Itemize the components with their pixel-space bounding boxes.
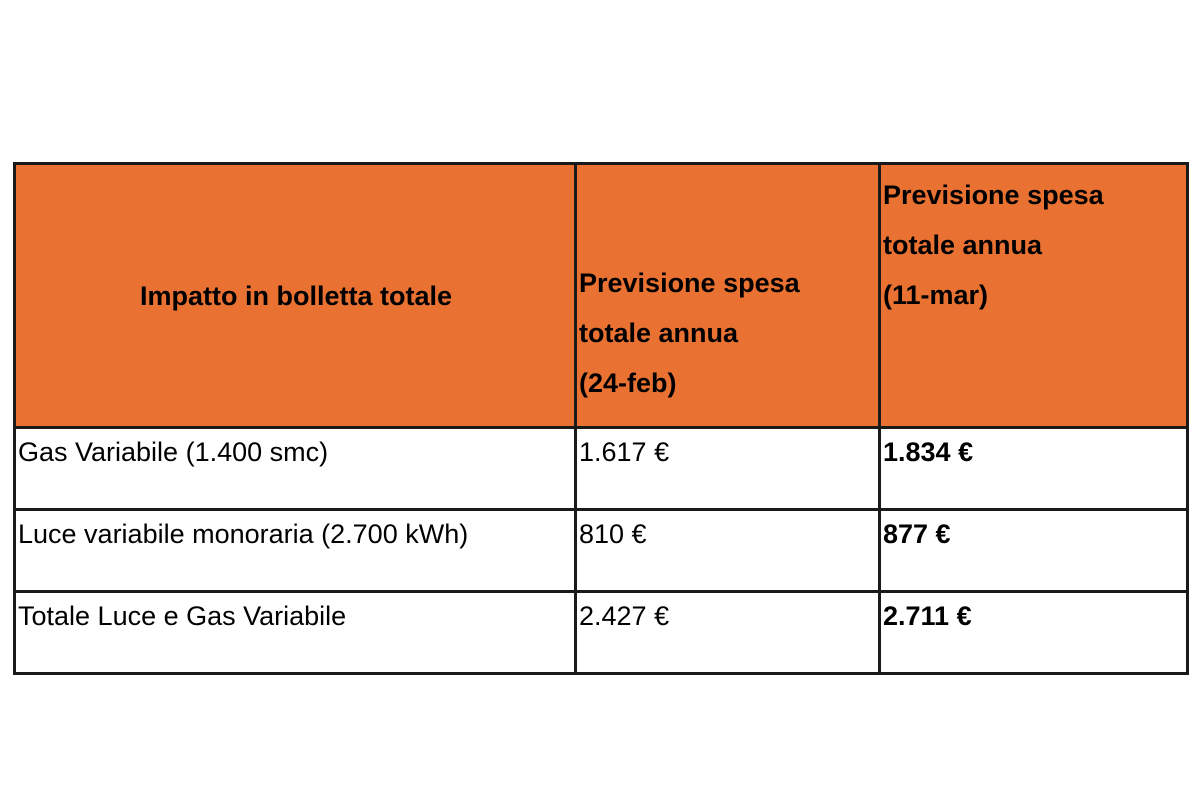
row-label: Luce variabile monoraria (2.700 kWh) xyxy=(13,508,577,593)
cost-table: Impatto in bolletta totale Previsione sp… xyxy=(13,162,1189,675)
header-line: Previsione spesa xyxy=(579,268,800,298)
header-line: totale annua xyxy=(579,318,739,348)
header-line: Impatto in bolletta totale xyxy=(139,280,452,311)
header-line: (11-mar) xyxy=(883,280,989,310)
header-line: totale annua xyxy=(883,230,1043,260)
header-row: Impatto in bolletta totale Previsione sp… xyxy=(13,162,1189,429)
header-forecast-feb: Previsione spesa totale annua (24-feb) xyxy=(574,162,881,429)
header-line: Previsione spesa xyxy=(883,180,1104,210)
header-forecast-mar: Previsione spesa totale annua (11-mar) xyxy=(878,162,1189,429)
value-feb: 810 € xyxy=(574,508,881,593)
row-label: Gas Variabile (1.400 smc) xyxy=(13,426,577,511)
row-label: Totale Luce e Gas Variabile xyxy=(13,590,577,675)
table-row: Totale Luce e Gas Variabile 2.427 € 2.71… xyxy=(13,590,1189,675)
value-mar: 2.711 € xyxy=(878,590,1189,675)
value-mar: 877 € xyxy=(878,508,1189,593)
header-impact: Impatto in bolletta totale xyxy=(13,162,577,429)
header-line: (24-feb) xyxy=(579,368,677,398)
value-feb: 2.427 € xyxy=(574,590,881,675)
value-mar: 1.834 € xyxy=(878,426,1189,511)
table-row: Luce variabile monoraria (2.700 kWh) 810… xyxy=(13,508,1189,593)
table-row: Gas Variabile (1.400 smc) 1.617 € 1.834 … xyxy=(13,426,1189,511)
value-feb: 1.617 € xyxy=(574,426,881,511)
